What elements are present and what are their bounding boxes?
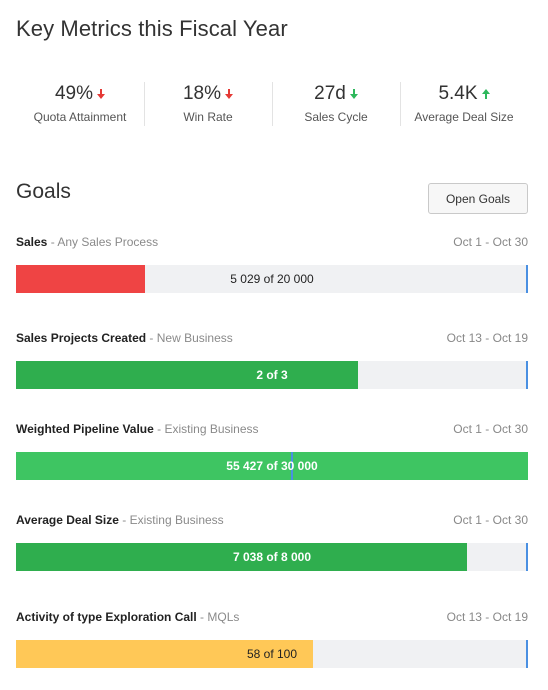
arrow-up-icon bbox=[481, 89, 490, 99]
kpi-label: Quota Attainment bbox=[33, 110, 127, 124]
goal-sales[interactable]: Sales - Any Sales Process Oct 1 - Oct 30… bbox=[16, 234, 528, 293]
goal-date: Oct 13 - Oct 19 bbox=[446, 331, 528, 345]
progress-label: 58 of 100 bbox=[246, 647, 298, 661]
goal-name: Sales bbox=[16, 235, 48, 249]
progress-label: 55 427 of 30 000 bbox=[226, 459, 318, 473]
goal-subtitle: - Any Sales Process bbox=[50, 235, 159, 249]
target-marker bbox=[526, 543, 528, 571]
kpi-win-rate[interactable]: 18% Win Rate bbox=[144, 80, 272, 128]
goal-date: Oct 1 - Oct 30 bbox=[453, 513, 528, 527]
progress-bar: 55 427 of 30 000 bbox=[16, 452, 528, 480]
progress-fill bbox=[16, 543, 467, 571]
open-goals-button[interactable]: Open Goals bbox=[428, 183, 528, 214]
arrow-down-icon bbox=[349, 89, 358, 99]
progress-fill bbox=[16, 361, 358, 389]
progress-label: 7 038 of 8 000 bbox=[232, 550, 312, 564]
target-marker bbox=[526, 640, 528, 668]
target-marker bbox=[290, 452, 293, 480]
progress-fill bbox=[16, 452, 528, 480]
kpi-label: Win Rate bbox=[183, 110, 233, 124]
goal-activity-exploration-call[interactable]: Activity of type Exploration Call - MQLs… bbox=[16, 609, 528, 668]
kpi-quota-attainment[interactable]: 49% Quota Attainment bbox=[16, 80, 144, 128]
goal-date: Oct 13 - Oct 19 bbox=[446, 610, 528, 624]
goal-subtitle: - Existing Business bbox=[157, 422, 259, 436]
kpi-average-deal-size[interactable]: 5.4K Average Deal Size bbox=[400, 80, 528, 128]
arrow-down-icon bbox=[225, 89, 234, 99]
goal-weighted-pipeline-value[interactable]: Weighted Pipeline Value - Existing Busin… bbox=[16, 421, 528, 480]
progress-bar: 58 of 100 bbox=[16, 640, 528, 668]
kpi-label: Average Deal Size bbox=[414, 110, 514, 124]
progress-fill bbox=[16, 265, 145, 293]
goal-sales-projects-created[interactable]: Sales Projects Created - New Business Oc… bbox=[16, 330, 528, 389]
kpi-value: 49% bbox=[54, 83, 94, 104]
kpi-value: 27d bbox=[314, 83, 346, 104]
goal-subtitle: - New Business bbox=[149, 331, 233, 345]
goal-average-deal-size[interactable]: Average Deal Size - Existing Business Oc… bbox=[16, 512, 528, 571]
progress-label: 2 of 3 bbox=[256, 368, 288, 382]
progress-label: 5 029 of 20 000 bbox=[230, 272, 314, 286]
goal-date: Oct 1 - Oct 30 bbox=[453, 422, 528, 436]
kpi-value: 18% bbox=[182, 83, 222, 104]
progress-bar: 7 038 of 8 000 bbox=[16, 543, 528, 571]
goal-name: Average Deal Size bbox=[16, 513, 119, 527]
page-title: Key Metrics this Fiscal Year bbox=[16, 16, 288, 41]
arrow-down-icon bbox=[97, 89, 106, 99]
goal-name: Weighted Pipeline Value bbox=[16, 422, 154, 436]
goal-subtitle: - Existing Business bbox=[122, 513, 224, 527]
goal-date: Oct 1 - Oct 30 bbox=[453, 235, 528, 249]
kpi-strip: 49% Quota Attainment 18% Win Rate 27d Sa… bbox=[16, 80, 528, 128]
kpi-value: 5.4K bbox=[438, 83, 478, 104]
progress-bar: 2 of 3 bbox=[16, 361, 528, 389]
goal-name: Activity of type Exploration Call bbox=[16, 610, 197, 624]
kpi-label: Sales Cycle bbox=[304, 110, 368, 124]
progress-fill bbox=[16, 640, 313, 668]
goal-subtitle: - MQLs bbox=[200, 610, 240, 624]
goal-name: Sales Projects Created bbox=[16, 331, 147, 345]
target-marker bbox=[526, 265, 528, 293]
progress-bar: 5 029 of 20 000 bbox=[16, 265, 528, 293]
kpi-sales-cycle[interactable]: 27d Sales Cycle bbox=[272, 80, 400, 128]
target-marker bbox=[526, 361, 528, 389]
goals-title: Goals bbox=[16, 180, 71, 203]
